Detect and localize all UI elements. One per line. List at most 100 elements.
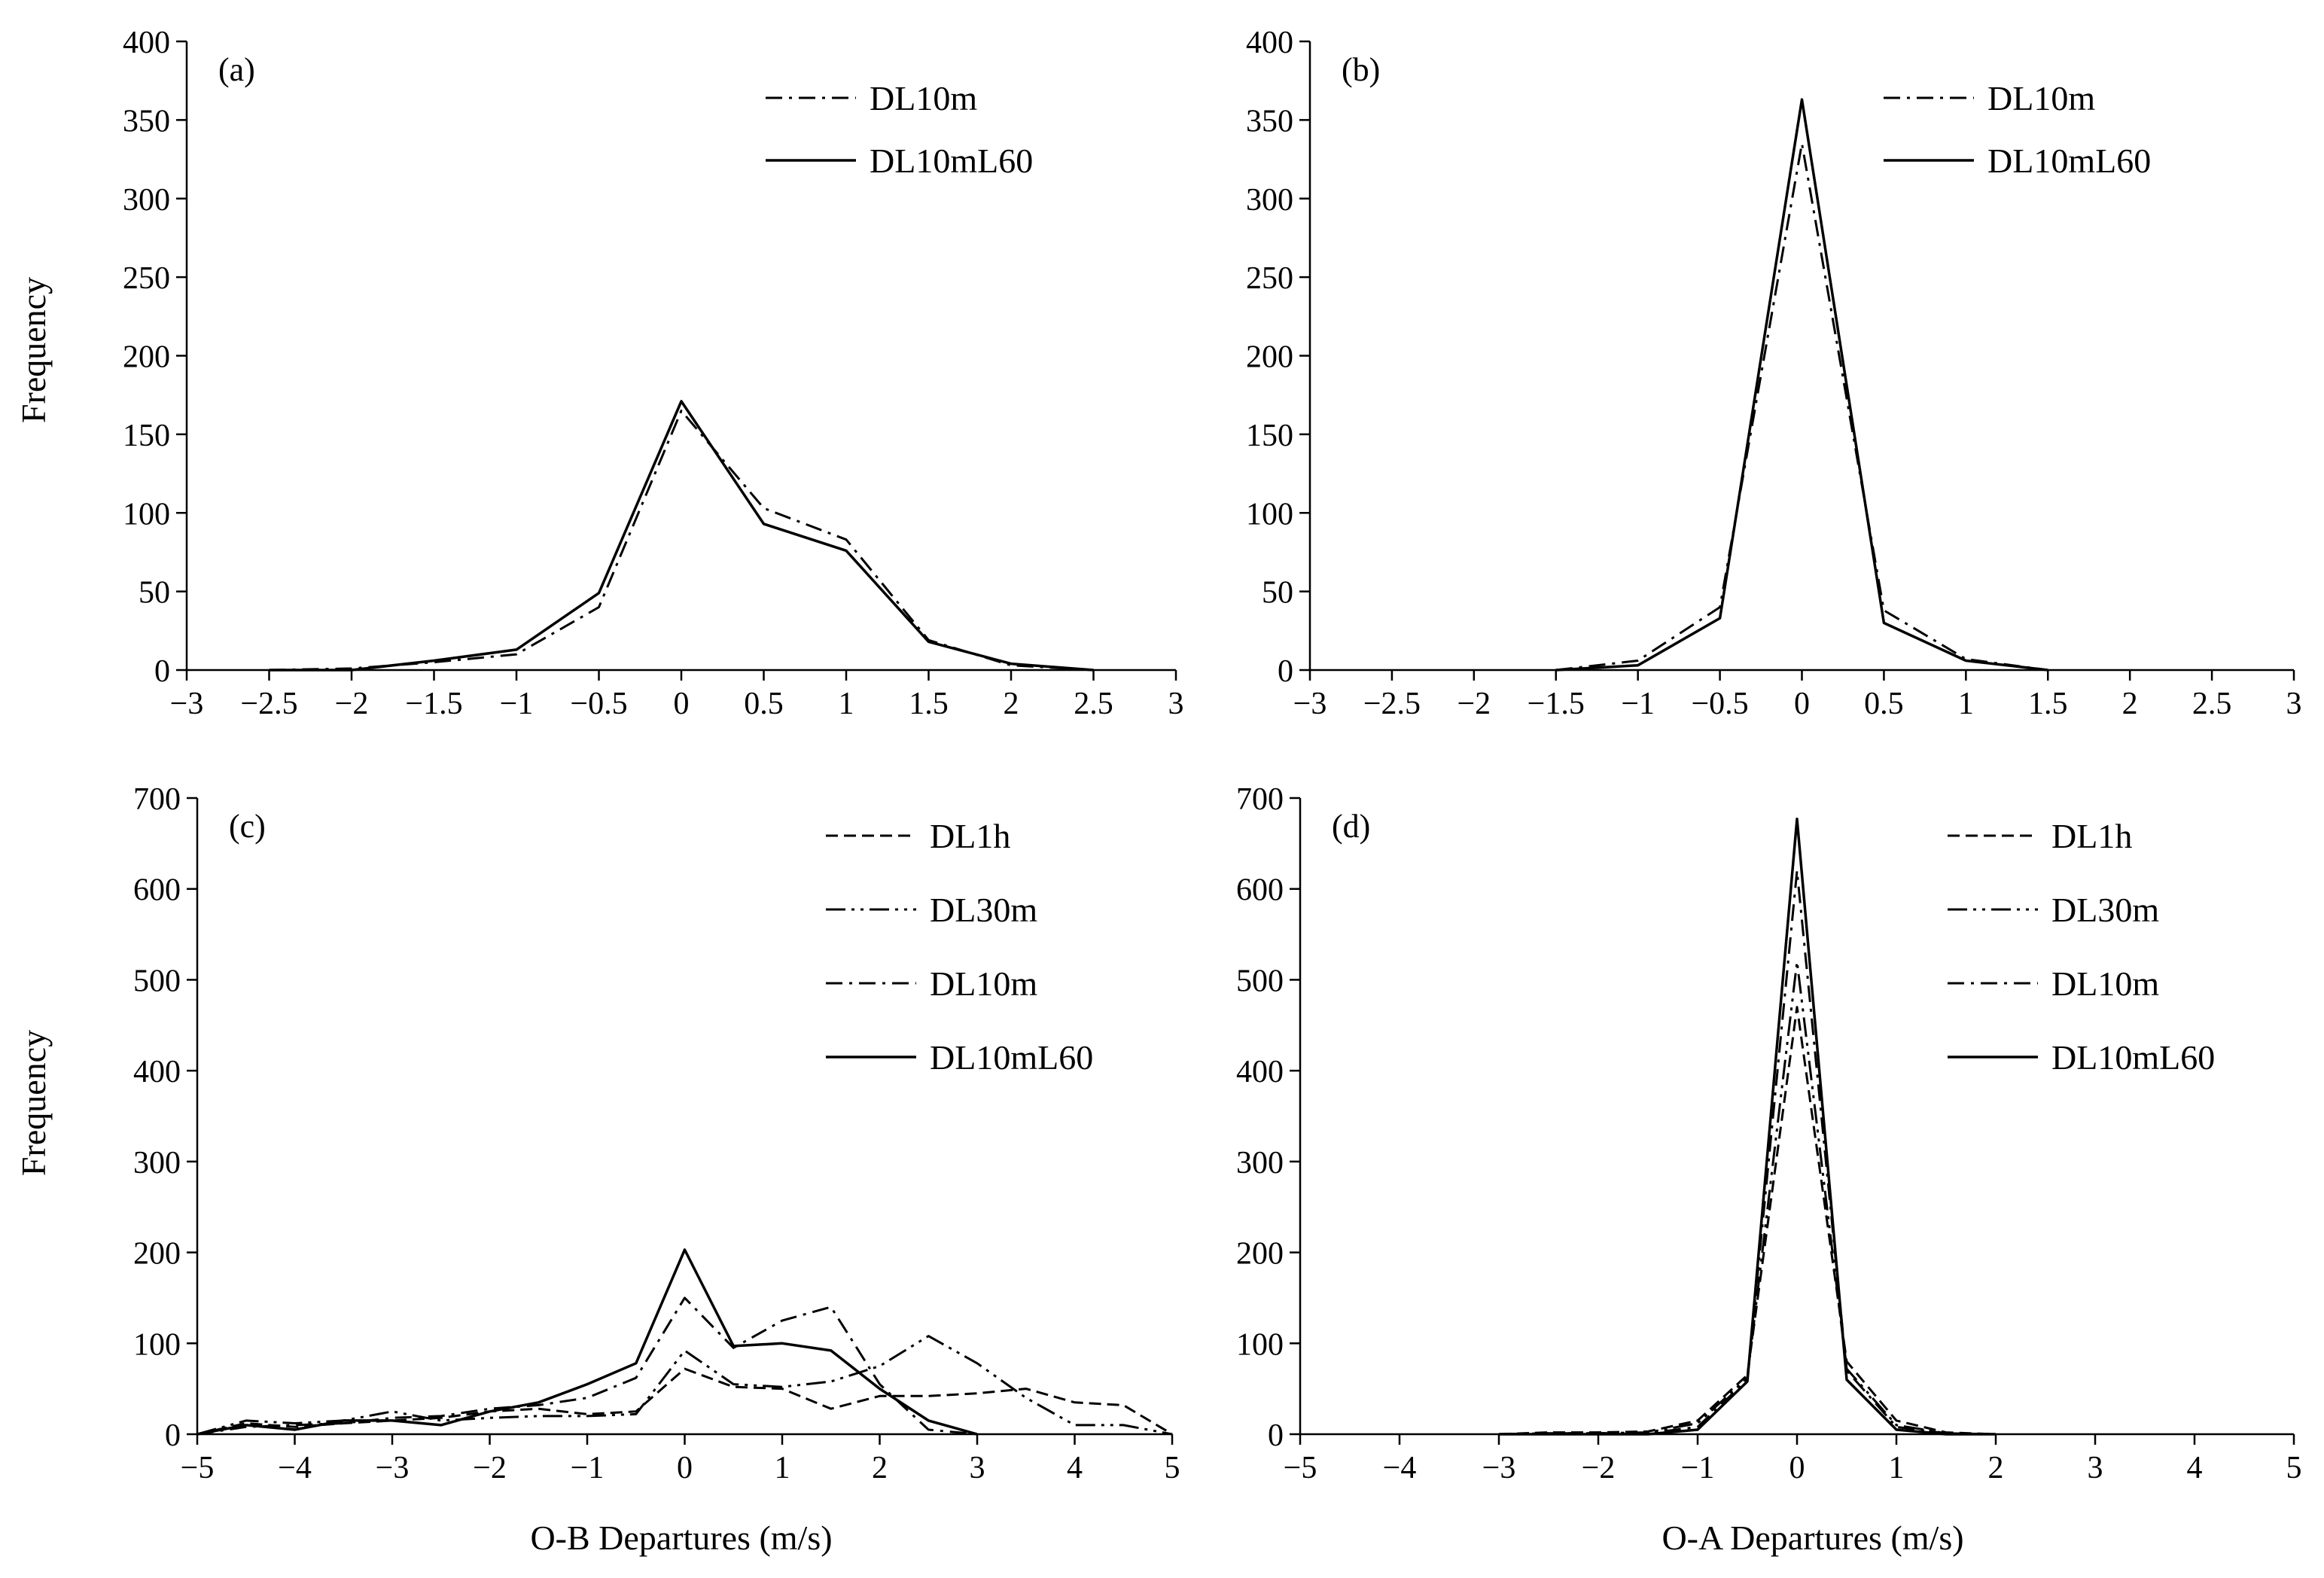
series-line-dl10ml60	[1499, 818, 1996, 1436]
x-tick-label: −3	[1482, 1451, 1516, 1485]
legend-label: DL10m	[1987, 79, 2095, 117]
x-tick-label: −3	[1293, 687, 1327, 721]
x-tick-label: −2	[1582, 1451, 1616, 1485]
x-tick-label: 1	[1889, 1451, 1905, 1485]
x-tick-label: −5	[1284, 1451, 1317, 1485]
x-tick-label: 0.5	[1864, 687, 1904, 721]
x-tick-label: 5	[1165, 1451, 1180, 1485]
y-tick-label: 100	[123, 497, 170, 532]
x-tick-label: 2	[872, 1451, 888, 1485]
x-tick-label: −1	[1681, 1451, 1715, 1485]
y-tick-label: 400	[123, 26, 170, 60]
x-tick-label: 2.5	[2192, 687, 2232, 721]
y-tick-label: 400	[133, 1055, 181, 1089]
x-tick-label: −5	[181, 1451, 215, 1485]
x-tick-label: −2	[335, 687, 369, 721]
y-tick-label: 0	[1268, 1418, 1284, 1453]
y-tick-label: 700	[1236, 782, 1284, 817]
y-axis-title-top: Frequency	[14, 277, 53, 423]
y-tick-label: 150	[1246, 419, 1293, 453]
y-tick-label: 700	[133, 782, 181, 817]
y-tick-label: 150	[123, 419, 170, 453]
legend-label: DL10mL60	[2051, 1038, 2215, 1077]
x-tick-label: 0	[1789, 1451, 1805, 1485]
y-tick-label: 50	[139, 576, 170, 611]
y-tick-label: 400	[1246, 26, 1293, 60]
x-tick-label: 1	[1958, 687, 1974, 721]
series-line-dl10ml60	[196, 1248, 978, 1436]
legend-label: DL1h	[2051, 817, 2132, 855]
legend: DL1h DL30m DL10m DL10mL60	[1948, 817, 2215, 1077]
x-tick-label: 2	[1988, 1451, 2004, 1485]
x-tick-label: 1.5	[909, 687, 949, 721]
y-tick-label: 100	[133, 1327, 181, 1362]
x-axis-title-right: O-A Departures (m/s)	[1662, 1519, 1963, 1557]
y-tick-label: 350	[123, 104, 170, 139]
x-tick-label: 0	[677, 1451, 693, 1485]
y-tick-label: 250	[1246, 261, 1293, 296]
y-tick-label: 350	[1246, 104, 1293, 139]
x-tick-label: 4	[1067, 1451, 1083, 1485]
y-tick-label: 300	[1246, 183, 1293, 218]
x-tick-label: 3	[2088, 1451, 2103, 1485]
legend: DL1h DL30m DL10m DL10mL60	[826, 817, 1093, 1077]
x-tick-label: −0.5	[570, 687, 627, 721]
x-tick-label: −0.5	[1691, 687, 1748, 721]
x-tick-label: 1	[775, 1451, 790, 1485]
y-tick-label: 50	[1262, 576, 1293, 611]
x-tick-label: −2.5	[1363, 687, 1421, 721]
y-tick-label: 300	[133, 1146, 181, 1180]
y-tick-label: 200	[1236, 1237, 1284, 1272]
y-tick-label: 600	[133, 873, 181, 908]
x-tick-label: 3	[2286, 687, 2302, 721]
series-line-dl10m	[1555, 142, 2048, 672]
y-tick-label: 0	[1278, 654, 1293, 689]
x-tick-label: −2	[1457, 687, 1491, 721]
x-tick-label: −2.5	[240, 687, 297, 721]
panel-tag: (b)	[1342, 51, 1380, 88]
x-tick-label: 2	[1004, 687, 1019, 721]
y-tick-label: 300	[1236, 1146, 1284, 1180]
x-tick-label: 2.5	[1074, 687, 1113, 721]
x-tick-label: −1.5	[405, 687, 462, 721]
x-tick-label: −4	[1383, 1451, 1417, 1485]
x-tick-label: 0.5	[744, 687, 784, 721]
y-tick-label: 400	[1236, 1055, 1284, 1089]
y-tick-label: 200	[1246, 340, 1293, 375]
x-tick-label: 0	[674, 687, 690, 721]
panel-tag: (d)	[1332, 808, 1370, 845]
chart-panel-3: 0 100 200 300 400 500 600 700 −5 −4 −3 −2 −1 0 1 2 3 4 5 (c…	[133, 782, 1180, 1485]
x-tick-label: −3	[376, 1451, 410, 1485]
legend-label: DL10mL60	[1987, 142, 2151, 180]
legend-label: DL30m	[2051, 891, 2159, 929]
panel-tag: (c)	[229, 808, 266, 845]
y-tick-label: 0	[165, 1418, 181, 1453]
x-tick-label: −1	[1621, 687, 1655, 721]
x-tick-label: 1.5	[2028, 687, 2068, 721]
x-tick-label: 3	[1168, 687, 1184, 721]
x-tick-label: −1.5	[1528, 687, 1585, 721]
series-line-dl10m	[196, 1296, 978, 1436]
x-tick-label: 1	[839, 687, 854, 721]
x-tick-label: 4	[2187, 1451, 2203, 1485]
x-tick-label: −4	[278, 1451, 312, 1485]
y-tick-label: 600	[1236, 873, 1284, 908]
x-tick-label: 2	[2122, 687, 2138, 721]
y-tick-label: 100	[1236, 1327, 1284, 1362]
y-tick-label: 100	[1246, 497, 1293, 532]
x-tick-label: 0	[1794, 687, 1810, 721]
legend-label: DL1h	[930, 817, 1010, 855]
chart-panel-1: 0 50 100 150 200 250 300 350 400 −3 −2.5 −2 −1.5 −1 −0…	[123, 26, 1184, 721]
legend-label: DL10m	[870, 79, 977, 117]
chart-panel-4: 0 100 200 300 400 500 600 700 −5 −4 −3 −2 −1 0 1 2 3 4 5 (d…	[1236, 782, 2302, 1485]
x-axis-title-left: O-B Departures (m/s)	[530, 1519, 832, 1557]
y-tick-label: 250	[123, 261, 170, 296]
series-line-dl10ml60	[269, 400, 1094, 672]
x-tick-label: −1	[500, 687, 534, 721]
y-tick-label: 500	[1236, 964, 1284, 998]
legend: DL10m DL10mL60	[766, 79, 1033, 180]
legend: DL10m DL10mL60	[1884, 79, 2151, 180]
